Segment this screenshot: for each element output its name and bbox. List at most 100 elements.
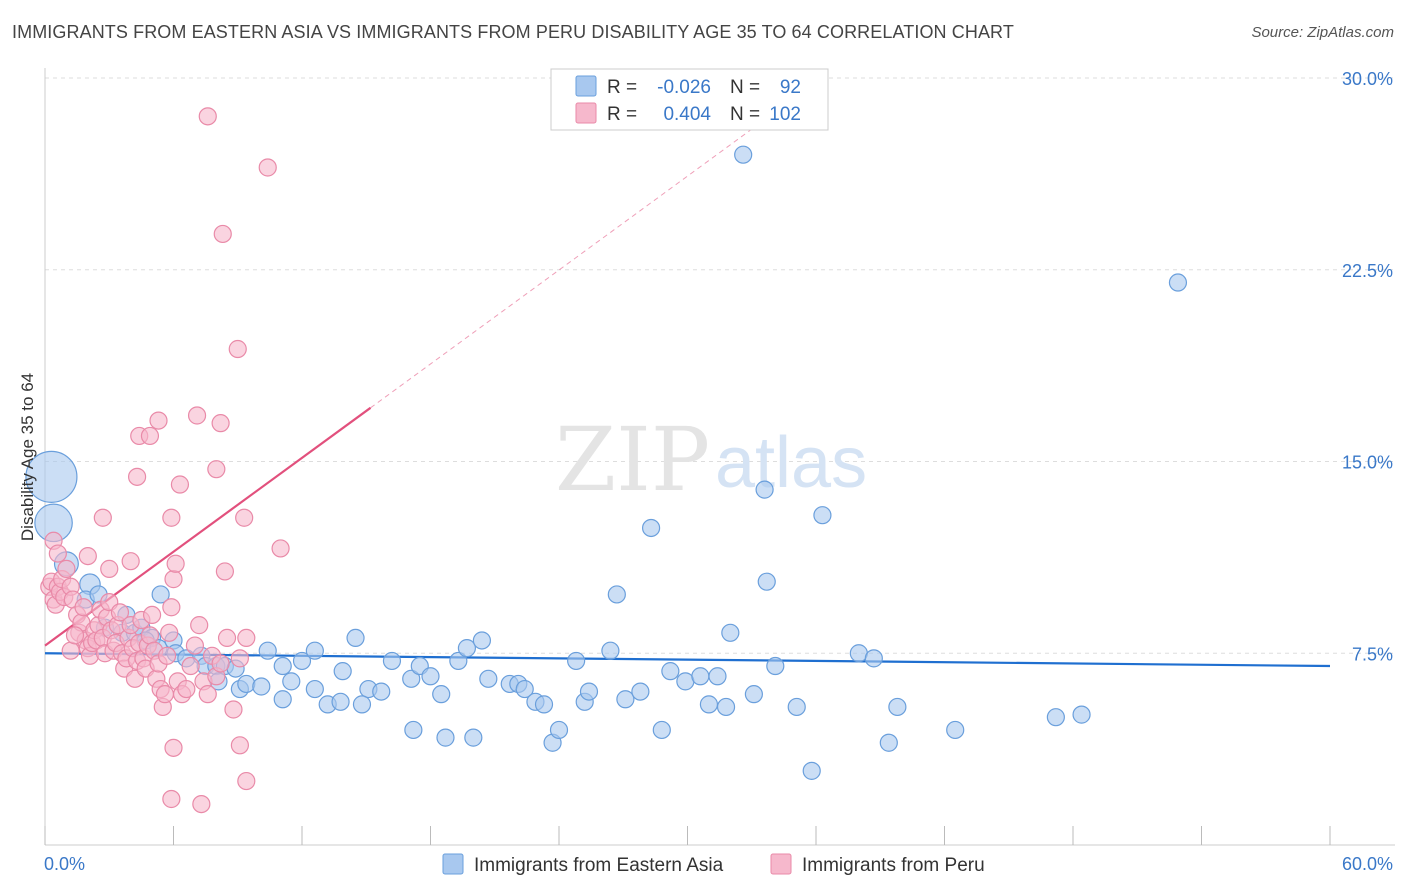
data-point: [74, 598, 93, 617]
data-point: [449, 651, 468, 671]
data-point: [346, 628, 365, 648]
data-point: [534, 695, 554, 714]
data-point: [282, 672, 301, 691]
data-point: [464, 728, 483, 747]
trend-line-extension: [370, 128, 753, 409]
bottom-legend-label-blue: Immigrants from Eastern Asia: [474, 855, 724, 876]
data-point: [691, 667, 710, 686]
data-point: [421, 667, 440, 686]
data-point: [258, 641, 277, 660]
data-point: [333, 662, 352, 681]
tick-labels: 7.5% 15.0% 22.5% 30.0% 0.0% 60.0%: [44, 69, 1393, 874]
data-point: [879, 733, 898, 752]
data-point: [207, 460, 226, 479]
source-label: Source: ZipAtlas.com: [1251, 24, 1394, 41]
legend-n-value: 92: [780, 77, 801, 98]
data-point: [404, 720, 423, 740]
data-point: [661, 662, 680, 681]
data-point: [699, 695, 719, 714]
data-point: [151, 585, 170, 604]
bottom-legend-swatch-blue: [442, 853, 464, 875]
bottom-legend: Immigrants from Eastern Asia Immigrants …: [442, 853, 985, 876]
data-point: [224, 700, 243, 719]
data-point: [757, 572, 776, 591]
data-point: [457, 639, 477, 658]
data-point: [888, 697, 907, 717]
y-tick-label: 15.0%: [1342, 453, 1393, 473]
data-point: [181, 656, 200, 676]
data-point: [273, 656, 292, 676]
grid-lines: [45, 77, 1395, 654]
data-point: [787, 697, 806, 717]
data-point: [211, 654, 230, 673]
data-point: [25, 450, 78, 503]
data-point: [292, 651, 312, 671]
data-point: [93, 508, 112, 527]
data-point: [121, 552, 140, 571]
data-point: [110, 603, 130, 622]
data-point: [230, 736, 249, 755]
data-point: [631, 682, 650, 701]
data-point: [61, 641, 80, 660]
data-point: [802, 761, 821, 780]
data-point: [217, 628, 237, 648]
data-point: [237, 771, 256, 791]
data-point: [198, 685, 217, 704]
data-point: [48, 544, 67, 563]
data-point: [549, 720, 569, 740]
y-axis-label: Disability Age 35 to 64: [18, 373, 37, 541]
x-tick-label: 60.0%: [1342, 854, 1393, 874]
data-point: [813, 506, 832, 525]
chart-title: IMMIGRANTS FROM EASTERN ASIA VS IMMIGRAN…: [12, 22, 1014, 42]
data-point: [716, 697, 736, 717]
legend-r-label: R =: [607, 77, 637, 98]
trend-lines: [44, 128, 1331, 668]
data-point: [515, 679, 534, 699]
trend-line: [44, 652, 1331, 668]
data-point: [755, 480, 774, 499]
data-point: [166, 554, 185, 573]
data-point: [372, 682, 391, 701]
data-point: [164, 738, 183, 757]
data-point: [734, 145, 753, 164]
legend: R = -0.026 N = 92 R = 0.404 N = 102: [550, 68, 829, 131]
data-point: [601, 641, 620, 660]
data-point: [641, 518, 661, 538]
data-point: [235, 508, 254, 527]
data-point: [305, 641, 324, 660]
data-point: [1072, 705, 1091, 724]
y-tick-label: 7.5%: [1352, 644, 1393, 664]
data-point: [402, 669, 421, 688]
data-point: [616, 690, 635, 709]
legend-r-value: -0.026: [657, 77, 711, 98]
data-point: [185, 636, 205, 655]
data-point: [258, 158, 277, 177]
data-point: [1046, 708, 1065, 727]
data-point: [100, 559, 119, 578]
data-point: [382, 651, 402, 671]
data-point: [157, 646, 177, 665]
data-point: [215, 562, 234, 581]
data-point: [331, 692, 350, 711]
data-point: [273, 690, 292, 709]
data-point: [479, 669, 498, 688]
data-point: [65, 626, 85, 645]
legend-n-value: 102: [769, 104, 801, 125]
data-point: [252, 677, 271, 696]
data-point: [57, 559, 76, 578]
legend-swatch-pink: [575, 102, 597, 124]
legend-box: [550, 68, 829, 131]
data-point: [305, 679, 324, 699]
data-point: [164, 570, 183, 589]
data-point: [436, 728, 455, 747]
bottom-legend-swatch-pink: [770, 853, 792, 875]
legend-r-label: R =: [607, 104, 637, 125]
data-point: [187, 406, 207, 425]
legend-swatch-blue: [575, 75, 597, 97]
legend-r-value: 0.404: [663, 104, 711, 125]
data-point: [708, 667, 727, 686]
data-point: [190, 616, 209, 635]
data-point: [230, 649, 249, 668]
data-point: [432, 685, 451, 704]
